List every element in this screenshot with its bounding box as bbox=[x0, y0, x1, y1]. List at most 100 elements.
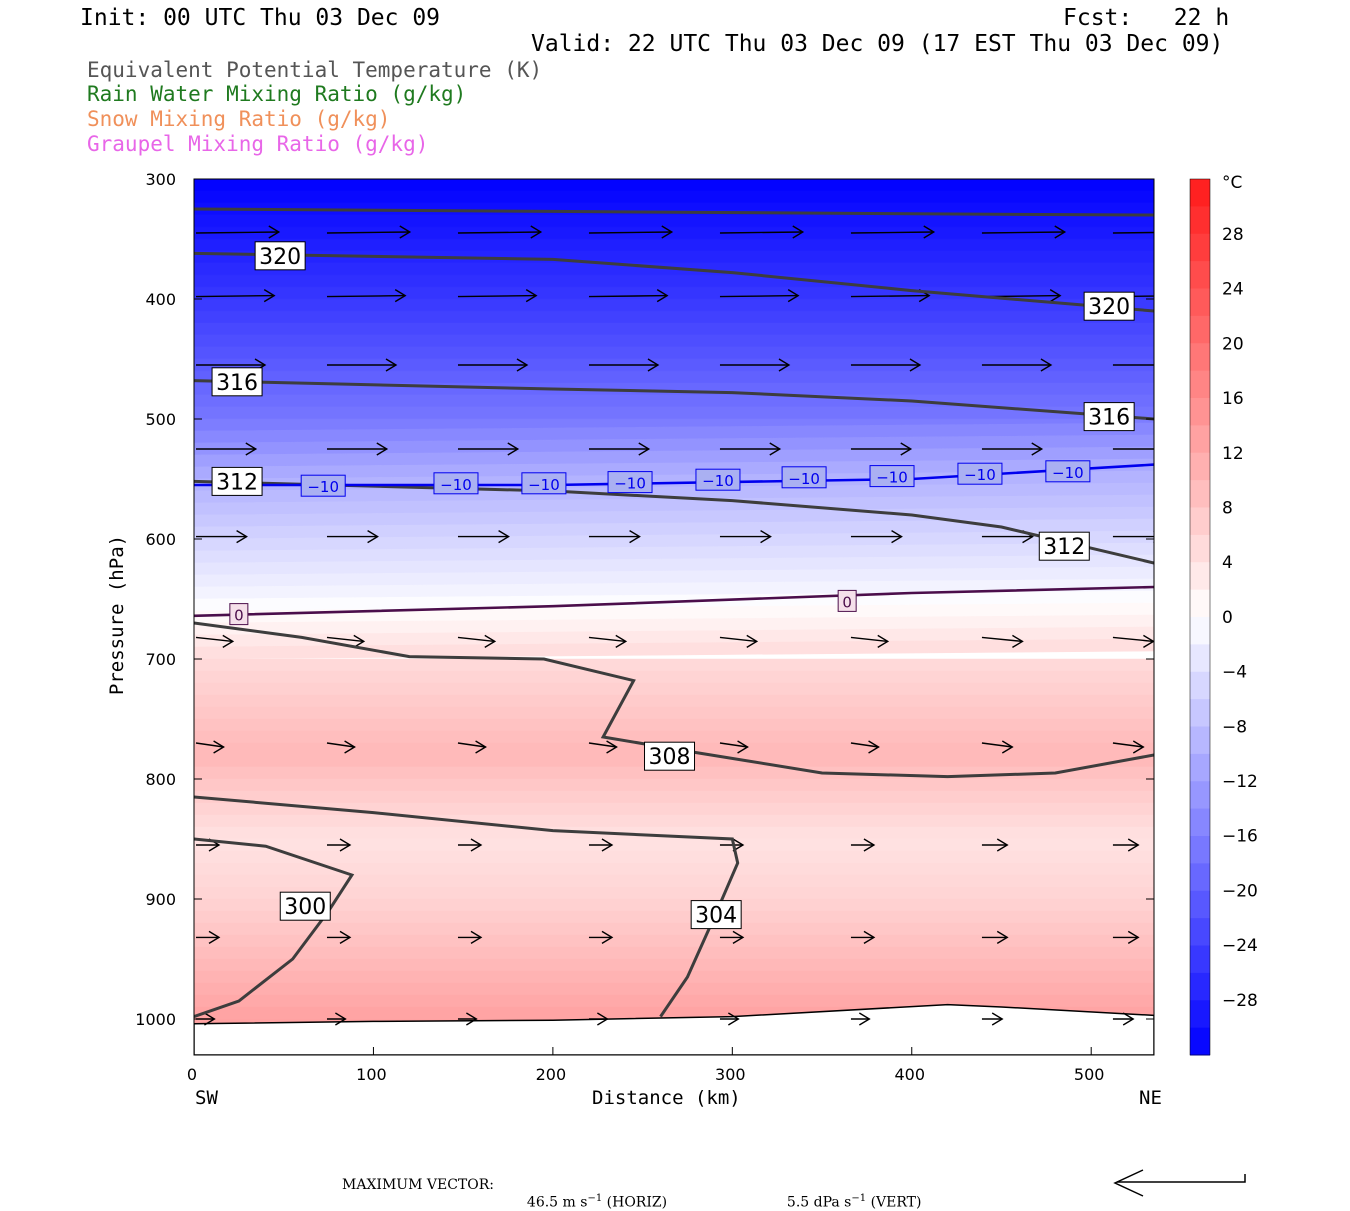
wind-vector-head bbox=[367, 529, 379, 544]
theta-e-label: 316 bbox=[216, 371, 258, 396]
temperature-shading-band bbox=[194, 658, 1154, 672]
wind-vector-head bbox=[601, 930, 614, 945]
wind-vector-head bbox=[394, 288, 407, 303]
colorbar-tick-label: 4 bbox=[1222, 553, 1233, 573]
wind-vector bbox=[457, 294, 537, 298]
temperature-label: −10 bbox=[702, 472, 734, 490]
wind-vector-head bbox=[746, 634, 759, 649]
colorbar-segment bbox=[1190, 617, 1210, 645]
wind-vector-head bbox=[376, 442, 389, 456]
theta-e-contour bbox=[194, 621, 1154, 779]
colorbar-tick-label: 28 bbox=[1222, 225, 1244, 245]
wind-vector bbox=[850, 636, 888, 643]
temperature-contour bbox=[194, 585, 1154, 618]
temperature-label: −10 bbox=[614, 475, 646, 493]
temperature-shading-band bbox=[194, 482, 1154, 504]
temperature-shading-band bbox=[194, 670, 1154, 684]
wind-vector-head bbox=[656, 288, 669, 303]
wind-vector-head bbox=[615, 634, 628, 649]
temperature-shading-band bbox=[194, 518, 1154, 540]
colorbar-tick-label: −20 bbox=[1222, 881, 1258, 901]
temperature-shading-band bbox=[194, 922, 1154, 936]
wind-vector bbox=[457, 636, 495, 643]
temperature-label-box bbox=[837, 589, 857, 612]
wind-vector bbox=[195, 294, 275, 298]
colorbar-tick-label: −4 bbox=[1222, 663, 1247, 683]
theta-e-contour bbox=[194, 795, 740, 1018]
temperature-shading-band bbox=[194, 274, 1154, 288]
wind-vector bbox=[326, 742, 355, 748]
colorbar-segment bbox=[1190, 644, 1210, 673]
temperature-shading-band bbox=[194, 250, 1154, 264]
wind-vector-head bbox=[638, 442, 651, 456]
colorbar-segment bbox=[1190, 288, 1210, 317]
wind-vector bbox=[719, 294, 799, 298]
wind-vector bbox=[850, 294, 930, 298]
temperature-shading-band bbox=[194, 910, 1154, 924]
temperature-label: −10 bbox=[788, 470, 820, 488]
colorbar-segment bbox=[1190, 918, 1210, 946]
theta-e-label: 300 bbox=[284, 895, 326, 920]
theta-e-label: 308 bbox=[649, 745, 691, 770]
temperature-label-box bbox=[957, 462, 1003, 485]
temperature-shading-band bbox=[194, 682, 1154, 696]
temperature-shading-band bbox=[194, 334, 1154, 348]
temperature-shading-band bbox=[194, 554, 1154, 576]
max-vector-vert-value: 5.5 dPa s bbox=[786, 1194, 852, 1211]
theta-e-label: 312 bbox=[1043, 535, 1085, 560]
temperature-shading-band bbox=[194, 638, 1154, 660]
max-vector-horiz-tag: (HORIZ) bbox=[606, 1194, 668, 1211]
wind-vector bbox=[588, 636, 626, 643]
temperature-label: −10 bbox=[528, 476, 560, 494]
wind-vector-head bbox=[213, 740, 225, 754]
x-axis-title: Distance (km) bbox=[592, 1087, 741, 1109]
colorbar-tick-label: −8 bbox=[1222, 717, 1247, 737]
colorbar-tick-label: 12 bbox=[1222, 444, 1244, 464]
temperature-shading-band bbox=[194, 614, 1154, 636]
theta-e-label: 312 bbox=[216, 470, 258, 495]
wind-vector-head bbox=[339, 930, 352, 945]
temperature-shading-band bbox=[194, 886, 1154, 900]
wind-vector bbox=[850, 231, 934, 234]
temperature-shading-band bbox=[194, 850, 1154, 864]
wind-vector bbox=[719, 742, 748, 748]
temperature-shading-band bbox=[194, 898, 1154, 912]
theta-e-label-box bbox=[211, 367, 263, 397]
colorbar-frame bbox=[1189, 178, 1211, 1056]
wind-vector-head bbox=[263, 288, 276, 303]
temperature-label: −10 bbox=[440, 476, 472, 494]
theta-e-label: 320 bbox=[1088, 295, 1130, 320]
colorbar-segment bbox=[1190, 671, 1210, 700]
colorbar-segment bbox=[1190, 507, 1210, 536]
wind-vector-head bbox=[923, 225, 936, 239]
y-tick-label: 700 bbox=[145, 650, 176, 669]
wind-vector-head bbox=[245, 442, 258, 456]
theta-e-label-box bbox=[279, 891, 331, 921]
wind-vector-head bbox=[1049, 288, 1062, 303]
wind-vector-head bbox=[858, 1012, 871, 1026]
init-time: Init: 00 UTC Thu 03 Dec 09 bbox=[80, 5, 441, 31]
wind-vector-head bbox=[335, 1012, 347, 1026]
wind-vector-head bbox=[1132, 740, 1145, 754]
colorbar-segment bbox=[1190, 1027, 1210, 1056]
wind-vector-head bbox=[1001, 740, 1014, 754]
temperature-shading-band bbox=[194, 310, 1154, 324]
wind-vector bbox=[326, 231, 410, 234]
colorbar-unit: °C bbox=[1222, 173, 1242, 193]
y-tick-label: 500 bbox=[145, 410, 176, 429]
legend-snow: Snow Mixing Ratio (g/kg) bbox=[87, 107, 391, 131]
temperature-label-box bbox=[300, 474, 346, 497]
wind-vector-head bbox=[1143, 634, 1154, 649]
colorbar-segment bbox=[1190, 370, 1210, 399]
wind-vector-head bbox=[629, 529, 641, 544]
wind-vector-head bbox=[344, 740, 356, 754]
wind-vector-head bbox=[1163, 443, 1173, 455]
colorbar-tick-label: −16 bbox=[1222, 827, 1258, 847]
wind-vector-head bbox=[732, 838, 745, 852]
valid-time: Valid: 22 UTC Thu 03 Dec 09 (17 EST Thu … bbox=[531, 31, 1224, 57]
temperature-label-box bbox=[433, 472, 479, 495]
wind-vector-head bbox=[863, 930, 876, 945]
theta-e-label-box bbox=[211, 466, 263, 496]
wind-vector-head bbox=[507, 442, 520, 456]
wind-vector-head bbox=[996, 838, 1009, 852]
